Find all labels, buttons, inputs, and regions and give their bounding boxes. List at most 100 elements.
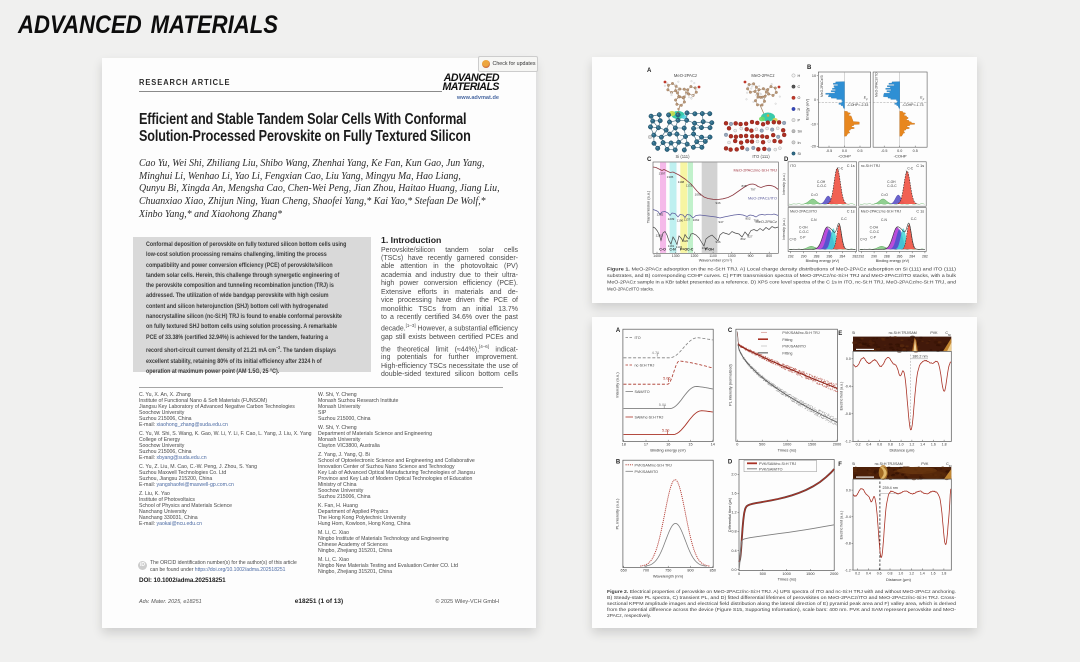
svg-text:C 1s: C 1s [847,164,855,168]
svg-text:1239: 1239 [668,217,675,221]
svg-text:0.5: 0.5 [857,149,862,153]
svg-text:797: 797 [750,188,755,192]
svg-text:MeO-2PACz: MeO-2PACz [751,73,774,78]
svg-text:1.6: 1.6 [731,492,736,496]
svg-text:D: D [784,157,789,163]
svg-text:C-C: C-C [687,248,694,252]
svg-text:5.20: 5.20 [662,429,669,433]
svg-text:Fitting: Fitting [782,351,792,355]
svg-text:MeO-2PACz/nc-Si:H TRJ: MeO-2PACz/nc-Si:H TRJ [733,168,777,173]
svg-text:0.6: 0.6 [877,571,882,575]
svg-text:ITO: ITO [790,164,796,168]
svg-text:MeO-2PACz/nc-Si:H TRJ: MeO-2PACz/nc-Si:H TRJ [861,210,901,214]
svg-text:1134: 1134 [676,245,683,249]
svg-text:1100: 1100 [709,254,717,258]
svg-text:MeO-2PACz/ITO stacks.: MeO-2PACz/ITO stacks. [607,286,654,292]
svg-text:C-N: C-N [669,248,676,252]
svg-text:5.05: 5.05 [663,376,670,380]
svg-text:C-P: C-P [870,236,876,240]
svg-text:800: 800 [766,254,772,258]
svg-text:1062: 1062 [693,218,700,222]
svg-text:-0.5: -0.5 [826,149,832,153]
svg-text:C-C: C-C [907,166,913,170]
svg-text:750: 750 [665,569,671,573]
svg-text:1.8: 1.8 [942,443,947,447]
svg-text:18: 18 [622,443,626,447]
svg-text:14: 14 [711,443,715,447]
svg-text:EF: EF [920,96,924,102]
svg-text:B: B [616,459,621,465]
svg-text:0: 0 [738,572,740,576]
svg-text:C 1s: C 1s [916,164,924,168]
svg-text:284: 284 [839,254,845,258]
svg-text:MeO-2PACz/ITO: MeO-2PACz/ITO [875,72,879,97]
svg-text:-COHP: -COHP [838,154,851,159]
svg-text:C=O: C=O [789,238,796,242]
svg-text:-COHP=-2.33: -COHP=-2.33 [847,103,868,107]
svg-text:17: 17 [644,443,648,447]
svg-text:1.8: 1.8 [941,571,946,575]
svg-text:C: C [647,157,652,163]
svg-text:C-C: C-C [837,166,843,170]
svg-text:ITO (111): ITO (111) [752,154,770,159]
svg-text:946: 946 [715,240,720,244]
svg-text:SAM/ITO: SAM/ITO [635,390,650,394]
svg-text:Distance (μm): Distance (μm) [890,447,916,452]
svg-text:947: 947 [718,220,723,224]
svg-text:C-C: C-C [841,217,847,221]
svg-text:C: C [798,85,801,89]
svg-text:MeO-2PACz/ITO: MeO-2PACz/ITO [748,196,777,201]
svg-text:0.6: 0.6 [877,443,882,447]
svg-text:MeO-2PACz sample in a KBr tabl: MeO-2PACz sample in a KBr tablet present… [607,280,956,286]
svg-text:EF: EF [864,96,868,102]
svg-text:900: 900 [748,254,754,258]
svg-text:286: 286 [827,254,833,258]
svg-text:1000: 1000 [728,254,736,258]
svg-text:ITO: ITO [635,336,641,340]
svg-text:0.2: 0.2 [856,443,861,447]
svg-text:P-OH: P-OH [705,248,714,252]
svg-text:10: 10 [812,74,816,78]
svg-text:Electric field (a.u.): Electric field (a.u.) [840,511,844,540]
svg-text:substrates, and B) correspondi: substrates, and B) corresponding COHP cu… [607,273,957,279]
svg-text:C-N: C-N [881,218,887,222]
svg-text:from the potential difference: from the potential difference across the… [607,607,956,613]
svg-text:0: 0 [736,443,738,447]
svg-text:Intensity (a.u.): Intensity (a.u.) [782,218,786,239]
svg-text:15: 15 [688,443,692,447]
svg-text:1.6: 1.6 [931,571,936,575]
svg-text:C-N: C-N [811,218,817,222]
svg-text:Figure 1. MeO-2PACz adsorption: Figure 1. MeO-2PACz adsorption on the nc… [607,266,956,272]
svg-text:C-O: C-O [659,248,666,252]
svg-text:2.0: 2.0 [731,473,736,477]
svg-text:C-O-C: C-O-C [870,230,880,234]
svg-text:288: 288 [884,254,890,258]
svg-text:F: F [838,462,842,468]
svg-text:Fitting: Fitting [782,338,792,342]
svg-text:Sn: Sn [798,130,803,134]
svg-text:C60: C60 [946,462,952,468]
svg-text:C: C [728,328,733,334]
svg-text:700: 700 [643,569,649,573]
svg-text:0.0: 0.0 [846,357,851,361]
svg-text:nc-Si:H TRJ/SAM: nc-Si:H TRJ/SAM [875,462,903,466]
svg-text:PVK: PVK [930,331,938,335]
svg-text:PL intensity (a.u.): PL intensity (a.u.) [615,498,620,530]
svg-text:1.2: 1.2 [909,571,914,575]
svg-text:16: 16 [666,443,670,447]
svg-text:PVK: PVK [921,462,929,466]
svg-text:MeO-2PACz/Si: MeO-2PACz/Si [820,75,824,97]
svg-text:180.2 nm: 180.2 nm [912,355,927,359]
svg-text:1026: 1026 [702,246,709,250]
svg-text:C=O: C=O [881,193,888,197]
svg-text:C-OH: C-OH [799,226,808,230]
svg-text:798: 798 [753,219,758,223]
svg-text:-10: -10 [811,122,816,126]
svg-text:1397: 1397 [659,172,666,176]
svg-text:A: A [647,68,652,74]
svg-text:0.2: 0.2 [855,571,860,575]
svg-text:Figure 2. Electrical propertie: Figure 2. Electrical properties of perov… [607,589,956,595]
svg-text:nc-Si:H TRJ: nc-Si:H TRJ [861,164,881,168]
svg-text:A: A [616,328,621,334]
svg-text:P: P [798,119,801,123]
